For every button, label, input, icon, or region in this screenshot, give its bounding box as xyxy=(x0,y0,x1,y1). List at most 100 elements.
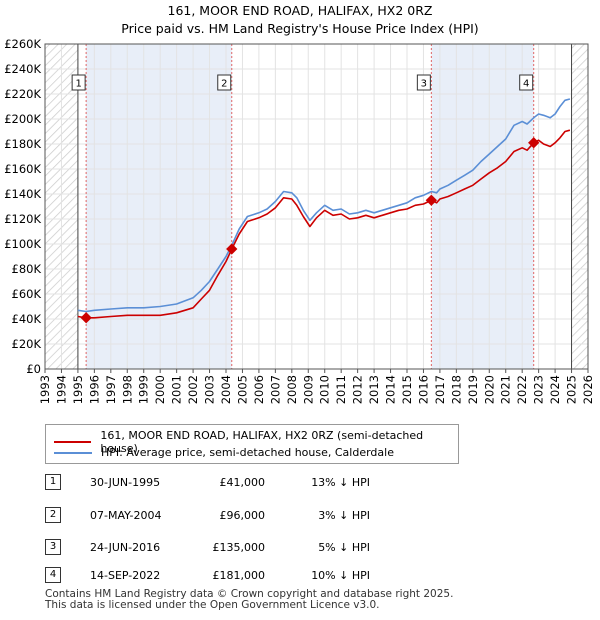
sale-label-box xyxy=(416,74,431,91)
legend-label-hpi: HPI: Average price, semi-detached house,… xyxy=(101,446,394,459)
x-tick-label: 1998 xyxy=(120,375,134,404)
chart-title-address: 161, MOOR END ROAD, HALIFAX, HX2 0RZ xyxy=(167,3,433,18)
sale-row: 4 14-SEP-2022 £181,000 10% ↓ HPI xyxy=(45,565,465,585)
y-tick-label: £160K xyxy=(4,162,41,176)
x-tick-label: 1993 xyxy=(38,375,52,404)
chart-legend: 161, MOOR END ROAD, HALIFAX, HX2 0RZ (se… xyxy=(45,424,459,464)
sale-label-text: 4 xyxy=(523,79,529,90)
x-tick-label: 2025 xyxy=(565,375,579,404)
sale-price: £181,000 xyxy=(212,569,266,582)
y-tick-label: £240K xyxy=(4,62,41,76)
sale-hpi-diff: 5% ↓ HPI xyxy=(318,541,370,554)
legend-item-property: 161, MOOR END ROAD, HALIFAX, HX2 0RZ (se… xyxy=(54,429,458,455)
chart-subtitle: Price paid vs. HM Land Registry's House … xyxy=(121,21,479,36)
x-tick-label: 2020 xyxy=(482,375,496,404)
legend-item-hpi: HPI: Average price, semi-detached house,… xyxy=(54,446,394,459)
x-tick-label: 2005 xyxy=(235,375,249,404)
x-tick-label: 2022 xyxy=(515,375,529,404)
x-tick-label: 1995 xyxy=(71,375,85,404)
y-tick-label: £40K xyxy=(12,312,42,326)
y-tick-label: £100K xyxy=(4,237,41,251)
legend-swatch-property xyxy=(54,441,92,443)
sale-price: £96,000 xyxy=(219,509,266,522)
x-tick-label: 2003 xyxy=(203,375,217,404)
x-tick-label: 2001 xyxy=(170,375,184,404)
y-tick-label: £260K xyxy=(4,37,41,51)
y-tick-label: £140K xyxy=(4,187,41,201)
sale-marker-label: 4 xyxy=(519,74,534,91)
sale-hpi-diff: 10% ↓ HPI xyxy=(311,569,370,582)
sale-marker-label: 1 xyxy=(71,74,86,91)
x-tick-label: 2017 xyxy=(433,375,447,404)
sale-price: £135,000 xyxy=(212,541,266,554)
x-tick-label: 2004 xyxy=(219,375,233,404)
sale-date: 30-JUN-1995 xyxy=(90,476,161,489)
price-chart: 1 2 3 4 £0 £20K £40K £60K £80K £100K £120K £140K £16… xyxy=(4,37,595,404)
property-price-line xyxy=(77,129,571,319)
x-tick-label: 2016 xyxy=(416,375,430,404)
sale-label-text: 2 xyxy=(221,79,227,90)
x-tick-label: 1997 xyxy=(104,375,118,404)
x-tick-label: 2026 xyxy=(581,375,595,404)
footer-attribution: Contains HM Land Registry data © Crown c… xyxy=(45,589,453,611)
sale-label-text: 1 xyxy=(75,79,81,90)
sale-point xyxy=(425,194,438,206)
hatched-region-after xyxy=(571,44,588,369)
x-tick-label: 1996 xyxy=(87,375,101,404)
x-tick-label: 2007 xyxy=(268,375,282,404)
sale-hpi-diff: 3% ↓ HPI xyxy=(318,509,370,522)
x-tick-label: 2009 xyxy=(301,375,315,404)
legend-label-property: 161, MOOR END ROAD, HALIFAX, HX2 0RZ (se… xyxy=(100,429,424,455)
sale-price: £41,000 xyxy=(219,476,266,489)
sale-label-box xyxy=(519,74,534,91)
sale-point xyxy=(528,137,540,149)
x-tick-label: 2024 xyxy=(548,375,562,404)
plot-frame xyxy=(44,43,589,370)
sale-date: 24-JUN-2016 xyxy=(90,541,161,554)
sale-row: 1 30-JUN-1995 £41,000 13% ↓ HPI xyxy=(45,472,465,492)
shaded-period xyxy=(431,44,534,369)
legend-swatch-hpi xyxy=(54,451,92,454)
y-tick-label: £120K xyxy=(4,212,41,226)
y-tick-label: £200K xyxy=(4,112,41,126)
footer-copyright: Contains HM Land Registry data © Crown c… xyxy=(45,588,454,600)
x-tick-label: 2011 xyxy=(334,375,348,404)
sale-label-box xyxy=(71,74,86,91)
x-tick-label: 2000 xyxy=(153,375,167,404)
sale-date: 14-SEP-2022 xyxy=(90,569,161,582)
x-tick-label: 2013 xyxy=(367,375,381,404)
sale-number-badge: 2 xyxy=(45,507,61,523)
y-tick-label: £220K xyxy=(4,87,41,101)
hpi-line xyxy=(77,98,571,313)
sale-row: 3 24-JUN-2016 £135,000 5% ↓ HPI xyxy=(45,537,465,557)
sale-number-badge: 3 xyxy=(45,539,61,555)
sale-marker-label: 3 xyxy=(416,74,431,91)
x-tick-label: 2018 xyxy=(449,375,463,404)
x-tick-label: 2002 xyxy=(186,375,200,404)
sale-number-badge: 1 xyxy=(45,474,61,490)
y-tick-label: £20K xyxy=(12,337,42,351)
x-tick-label: 2019 xyxy=(466,375,480,404)
sale-hpi-diff: 13% ↓ HPI xyxy=(311,476,370,489)
x-tick-label: 2010 xyxy=(318,375,332,404)
x-tick-label: 2015 xyxy=(400,375,414,404)
sale-marker-label: 2 xyxy=(217,74,232,91)
x-tick-label: 2014 xyxy=(384,375,398,404)
sale-label-box xyxy=(217,74,232,91)
sale-row: 2 07-MAY-2004 £96,000 3% ↓ HPI xyxy=(45,505,465,525)
x-tick-label: 2023 xyxy=(532,375,546,404)
x-tick-label: 1999 xyxy=(137,375,151,404)
sale-date: 07-MAY-2004 xyxy=(90,509,162,522)
x-tick-label: 2021 xyxy=(499,375,513,404)
y-tick-label: £80K xyxy=(12,262,42,276)
x-tick-label: 2008 xyxy=(285,375,299,404)
x-tick-label: 1994 xyxy=(54,375,68,404)
y-tick-label: £0 xyxy=(26,362,41,376)
sale-number-badge: 4 xyxy=(45,567,61,583)
sale-point xyxy=(226,243,238,255)
x-tick-label: 2012 xyxy=(351,375,365,404)
y-tick-label: £180K xyxy=(4,137,41,151)
y-tick-label: £60K xyxy=(12,287,42,301)
sale-label-text: 3 xyxy=(421,79,427,90)
x-tick-label: 2006 xyxy=(252,375,266,404)
